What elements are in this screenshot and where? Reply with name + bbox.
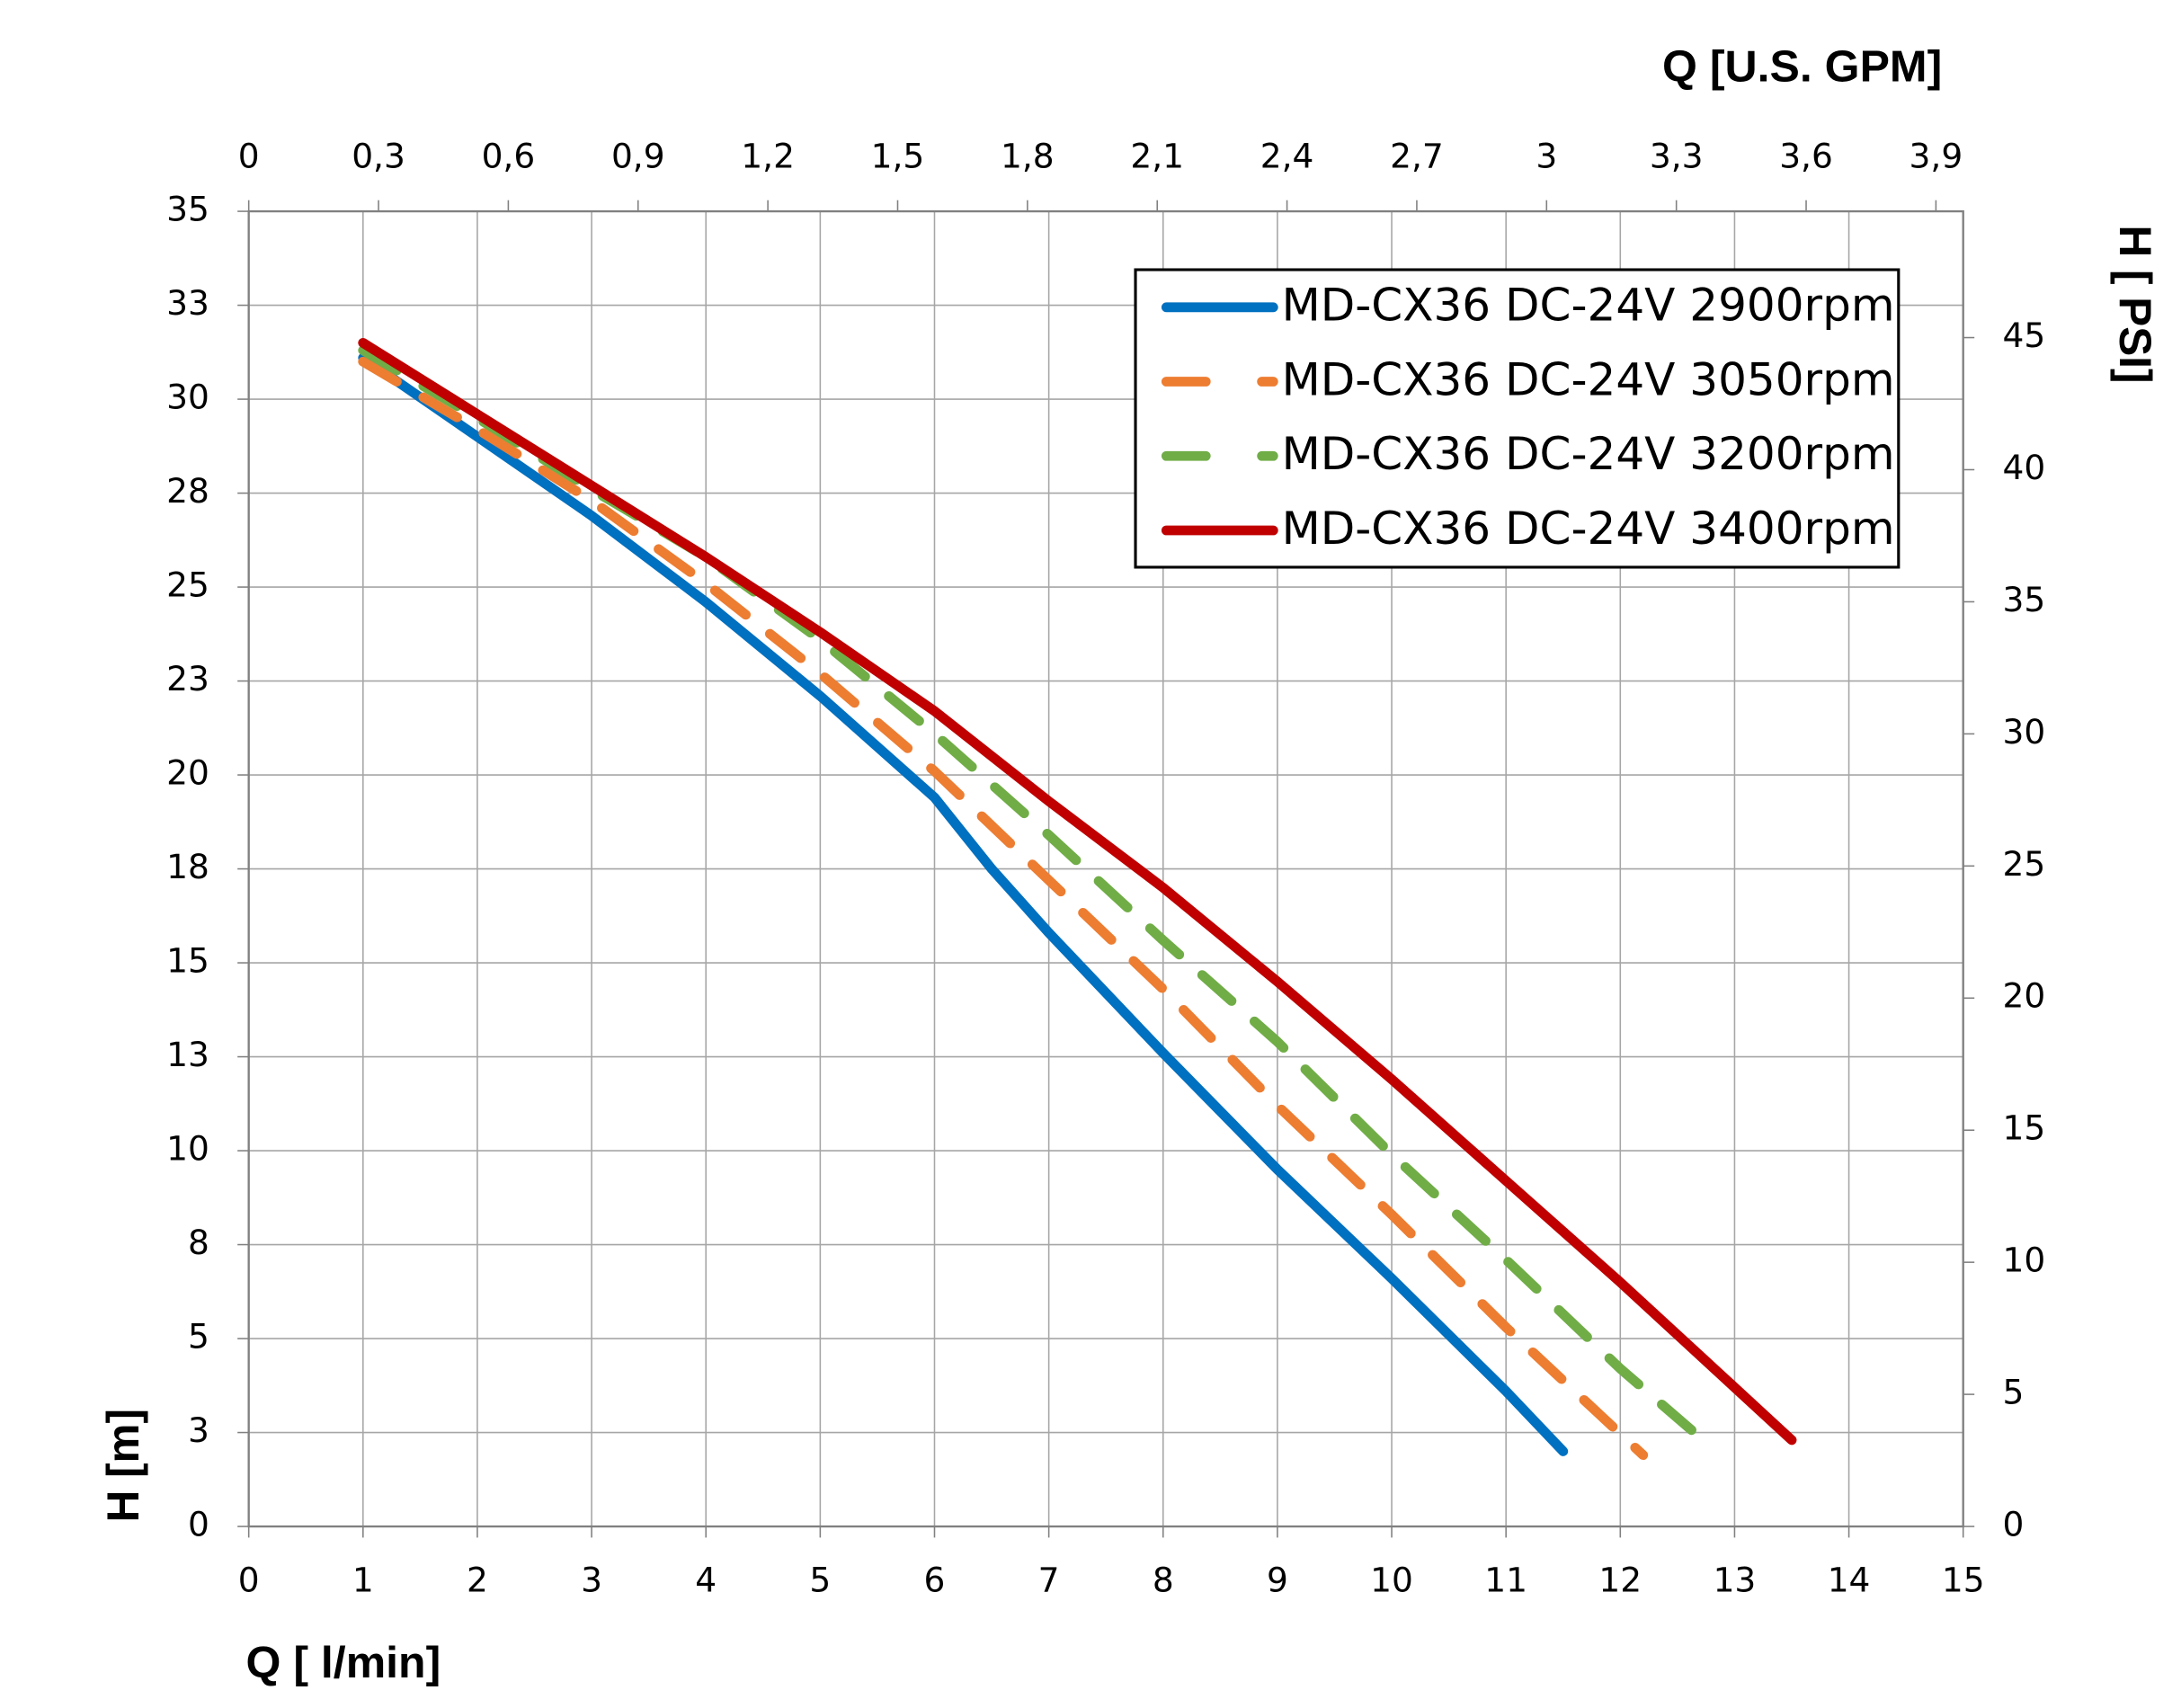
x-tick-label: 1 (352, 1561, 374, 1600)
y2-tick-label: 45 (2002, 316, 2045, 355)
x2-tick-label: 2,7 (1390, 137, 1444, 176)
x2-tick-label: 0 (238, 137, 260, 176)
y2-axis-label: H [ PSI] (2110, 226, 2160, 384)
y-tick-label: 3 (188, 1410, 209, 1450)
x2-tick-label: 0,9 (611, 137, 665, 176)
y-tick-label: 13 (166, 1035, 209, 1074)
x2-tick-label: 3,6 (1779, 137, 1833, 176)
x2-tick-label: 3,9 (1909, 137, 1963, 176)
x-tick-label: 8 (1153, 1561, 1174, 1600)
y-tick-label: 25 (166, 565, 209, 605)
y2-tick-label: 10 (2002, 1241, 2045, 1280)
x2-tick-label: 2,1 (1130, 137, 1184, 176)
x-tick-label: 7 (1038, 1561, 1060, 1600)
x-tick-label: 15 (1942, 1561, 1985, 1600)
series-line (358, 345, 1717, 1453)
x2-tick-label: 2,4 (1260, 137, 1314, 176)
x-tick-label: 5 (809, 1561, 831, 1600)
y2-tick-label: 20 (2002, 976, 2045, 1016)
series-line (358, 337, 1797, 1446)
y-tick-label: 20 (166, 753, 209, 793)
x-tick-label: 12 (1598, 1561, 1642, 1600)
x2-tick-label: 3,3 (1650, 137, 1704, 176)
y-tick-label: 5 (188, 1317, 209, 1357)
legend-box (1134, 268, 1901, 569)
y-tick-label: 10 (166, 1129, 209, 1169)
y2-tick-label: 30 (2002, 712, 2045, 752)
y2-tick-label: 0 (2002, 1505, 2024, 1544)
plot-frame (247, 209, 1964, 1528)
x-tick-label: 10 (1370, 1561, 1413, 1600)
x2-tick-label: 0,6 (482, 137, 536, 176)
series-line (358, 356, 1649, 1461)
y-tick-label: 15 (166, 941, 209, 981)
x2-tick-label: 0,3 (352, 137, 405, 176)
y-tick-label: 28 (166, 471, 209, 511)
x-tick-label: 6 (924, 1561, 946, 1600)
x-tick-label: 0 (238, 1561, 260, 1600)
x-tick-label: 2 (467, 1561, 488, 1600)
y-tick-label: 33 (166, 283, 209, 323)
y2-tick-label: 15 (2002, 1108, 2045, 1148)
x2-tick-label: 1,8 (1001, 137, 1055, 176)
legend-label: MD-CX36 DC-24V 3400rpm (1282, 503, 1895, 555)
legend-label: MD-CX36 DC-24V 3200rpm (1282, 428, 1895, 480)
y2-tick-label: 40 (2002, 448, 2045, 487)
y2-tick-label: 25 (2002, 844, 2045, 884)
y-tick-label: 8 (188, 1223, 209, 1262)
x2-tick-label: 3 (1536, 137, 1557, 176)
y-tick-label: 23 (166, 659, 209, 698)
x2-tick-label: 1,5 (871, 137, 925, 176)
y2-tick-label: 5 (2002, 1373, 2024, 1412)
x-tick-label: 9 (1267, 1561, 1288, 1600)
legend-label: MD-CX36 DC-24V 2900rpm (1282, 280, 1895, 332)
legend: MD-CX36 DC-24V 2900rpm MD-CX36 DC-24V 305… (1134, 268, 1901, 569)
x2-tick-label: 1,2 (741, 137, 795, 176)
y-tick-label: 35 (166, 190, 209, 229)
x-tick-label: 11 (1484, 1561, 1527, 1600)
y2-tick-label: 35 (2002, 580, 2045, 619)
x-axis-label: Q [ l/min] (246, 1637, 441, 1687)
x-tick-label: 3 (581, 1561, 602, 1600)
series-line (358, 352, 1569, 1456)
legend-label: MD-CX36 DC-24V 3050rpm (1282, 354, 1895, 406)
y-tick-label: 30 (166, 378, 209, 417)
y-axis-label: H [m] (98, 1409, 148, 1522)
x-tick-label: 14 (1828, 1561, 1871, 1600)
x2-axis-label: Q [U.S. GPM] (1662, 41, 1942, 92)
x-tick-label: 4 (695, 1561, 717, 1600)
x-tick-label: 13 (1714, 1561, 1757, 1600)
y-tick-label: 0 (188, 1505, 209, 1544)
y-tick-label: 18 (166, 847, 209, 886)
